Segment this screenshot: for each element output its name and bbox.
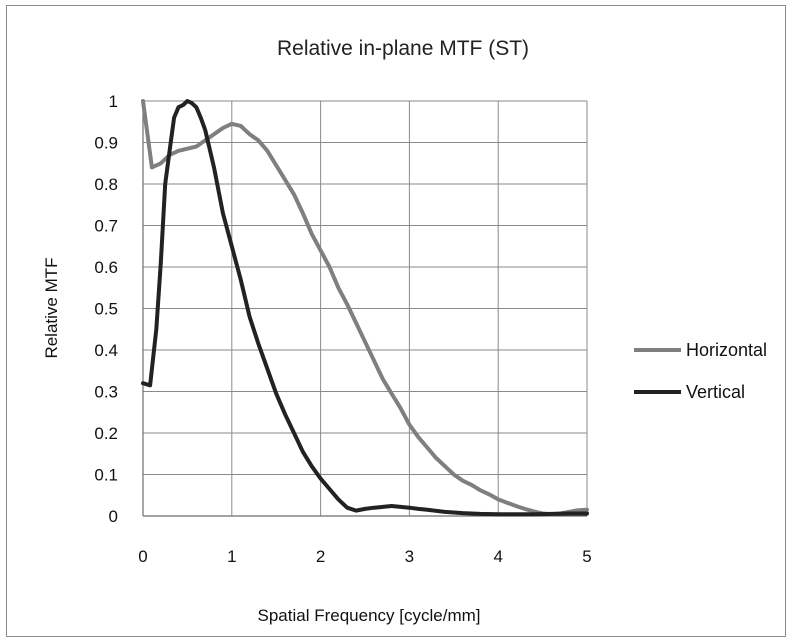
y-tick-label: 1 [109, 92, 118, 111]
y-tick-label: 0.2 [94, 424, 118, 443]
chart-frame [6, 5, 786, 637]
x-axis-title: Spatial Frequency [cycle/mm] [258, 606, 481, 625]
y-tick-label: 0.3 [94, 383, 118, 402]
y-tick-label: 0.6 [94, 258, 118, 277]
chart-title: Relative in-plane MTF (ST) [277, 37, 529, 60]
y-tick-label: 0 [109, 507, 118, 526]
y-tick-label: 0.4 [94, 341, 118, 360]
y-tick-label: 0.5 [94, 300, 118, 319]
y-tick-label: 0.1 [94, 466, 118, 485]
x-tick-label: 4 [493, 547, 502, 566]
y-tick-label: 0.7 [94, 217, 118, 236]
legend-label-vertical: Vertical [686, 382, 745, 402]
series-line-horizontal [141, 99, 589, 517]
x-tick-label: 2 [316, 547, 325, 566]
legend-label-horizontal: Horizontal [686, 340, 767, 360]
y-tick-label: 0.9 [94, 134, 118, 153]
y-tick-labels: 0 0.1 0.2 0.3 0.4 0.5 0.6 0.7 0.8 0.9 1 [94, 92, 118, 526]
x-tick-label: 3 [405, 547, 414, 566]
x-tick-label: 5 [582, 547, 591, 566]
legend: Horizontal Vertical [634, 340, 767, 402]
grid-lines [142, 100, 588, 517]
y-tick-label: 0.8 [94, 175, 118, 194]
x-tick-label: 0 [138, 547, 147, 566]
series-lines [141, 99, 589, 517]
y-axis-title: Relative MTF [42, 257, 61, 358]
x-tick-labels: 0 1 2 3 4 5 [138, 547, 591, 566]
series-line-vertical [141, 99, 589, 517]
x-tick-label: 1 [227, 547, 236, 566]
